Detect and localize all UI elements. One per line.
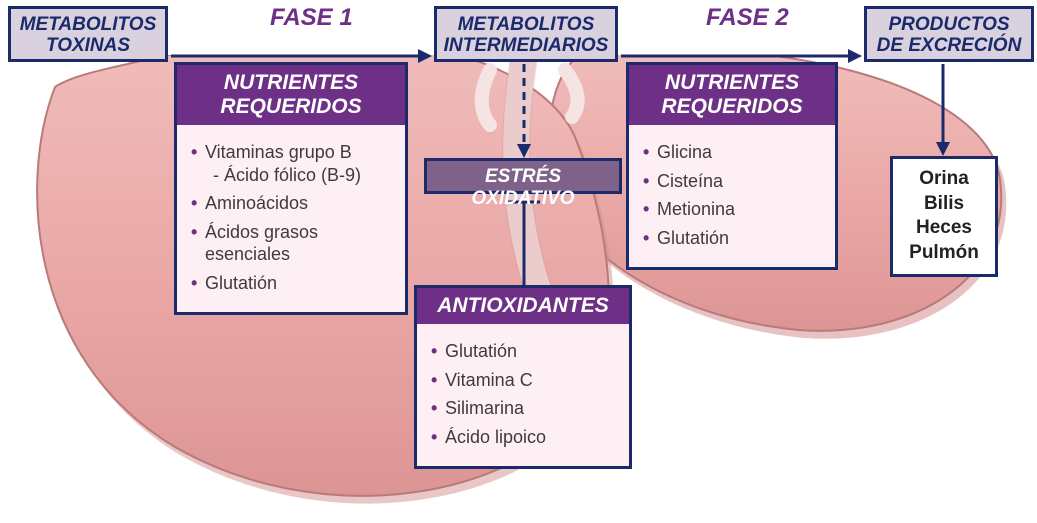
item-text: Glicina [657, 142, 712, 162]
list-item: Cisteína [643, 170, 823, 193]
list-item: Aminoácidos [191, 192, 393, 215]
box-line1: PRODUCTOS [888, 14, 1009, 35]
list-item: Ácido lipoico [431, 426, 617, 449]
box-line2: INTERMEDIARIOS [444, 35, 609, 56]
item-text: Glutatión [205, 273, 277, 293]
list-item: Glutatión [431, 340, 617, 363]
panel-header-line2: REQUERIDOS [661, 95, 802, 118]
panel-header: ANTIOXIDANTES [417, 288, 629, 324]
box-metabolitos-intermediarios: METABOLITOS INTERMEDIARIOS [434, 6, 618, 62]
arrow-down-oxidative [512, 62, 536, 160]
arrow-to-excretion [931, 62, 955, 158]
panel-header-line2: REQUERIDOS [220, 95, 361, 118]
panel-nutrients-phase2: NUTRIENTES REQUERIDOS Glicina Cisteína M… [626, 62, 838, 270]
panel-header: NUTRIENTES REQUERIDOS [629, 65, 835, 125]
excretion-line: Orina [907, 167, 981, 192]
panel-body: Vitaminas grupo B - Ácido fólico (B-9) A… [177, 125, 405, 312]
list-item: Metionina [643, 198, 823, 221]
box-line1: METABOLITOS [20, 14, 157, 35]
list-item: Glicina [643, 141, 823, 164]
box-estres-oxidativo: ESTRÉS OXIDATIVO [424, 158, 622, 194]
list-item: Vitamina C [431, 369, 617, 392]
panel-header-line1: ANTIOXIDANTES [437, 294, 609, 317]
panel-body: Glicina Cisteína Metionina Glutatión [629, 125, 835, 267]
list-item: Glutatión [191, 272, 393, 295]
excretion-line: Bilis [907, 192, 981, 217]
panel-header: NUTRIENTES REQUERIDOS [177, 65, 405, 125]
excretion-line: Heces [907, 216, 981, 241]
panel-header-line1: NUTRIENTES [224, 71, 358, 94]
list-item: Glutatión [643, 227, 823, 250]
box-line2: DE EXCRECIÓN [877, 35, 1022, 56]
phase1-label: FASE 1 [270, 4, 353, 32]
item-text: Metionina [657, 199, 735, 219]
list-item: Silimarina [431, 397, 617, 420]
item-text: Cisteína [657, 171, 723, 191]
panel-nutrients-phase1: NUTRIENTES REQUERIDOS Vitaminas grupo B … [174, 62, 408, 315]
item-text: Ácidos grasos esenciales [205, 222, 318, 265]
panel-body: Glutatión Vitamina C Silimarina Ácido li… [417, 324, 629, 466]
panel-header-line1: NUTRIENTES [665, 71, 799, 94]
box-excretion-list: Orina Bilis Heces Pulmón [890, 156, 998, 277]
phase2-label: FASE 2 [706, 4, 789, 32]
item-text: Silimarina [445, 398, 524, 418]
box-line1: METABOLITOS [458, 14, 595, 35]
box-metabolitos-toxinas: METABOLITOS TOXINAS [8, 6, 168, 62]
panel-antioxidants: ANTIOXIDANTES Glutatión Vitamina C Silim… [414, 285, 632, 469]
item-text: Vitamina C [445, 370, 533, 390]
item-sub: - Ácido fólico (B-9) [205, 164, 393, 187]
item-text: Glutatión [445, 341, 517, 361]
box-line2: TOXINAS [46, 35, 130, 56]
item-text: Glutatión [657, 228, 729, 248]
box-productos-excrecion: PRODUCTOS DE EXCRECIÓN [864, 6, 1034, 62]
item-text: Ácido lipoico [445, 427, 546, 447]
list-item: Ácidos grasos esenciales [191, 221, 393, 266]
list-item: Vitaminas grupo B - Ácido fólico (B-9) [191, 141, 393, 186]
item-text: Aminoácidos [205, 193, 308, 213]
item-text: Vitaminas grupo B [205, 142, 352, 162]
excretion-line: Pulmón [907, 241, 981, 266]
